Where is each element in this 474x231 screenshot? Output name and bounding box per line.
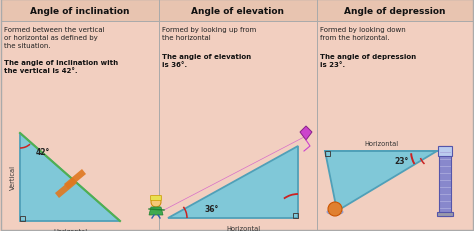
Text: The angle of inclination with
the vertical is 42°.: The angle of inclination with the vertic… [4, 60, 118, 74]
Text: Formed by looking up from
the horizontal: Formed by looking up from the horizontal [162, 27, 256, 41]
Circle shape [328, 202, 342, 216]
Text: 23°: 23° [395, 157, 409, 166]
Bar [317, 0, 473, 22]
Polygon shape [168, 146, 298, 218]
Text: Horizontal: Horizontal [53, 228, 87, 231]
FancyBboxPatch shape [151, 196, 162, 201]
Polygon shape [300, 126, 312, 140]
Text: Horizontal: Horizontal [226, 225, 260, 231]
Text: Vertical: Vertical [10, 165, 16, 190]
Ellipse shape [327, 210, 343, 215]
Bar [20, 216, 25, 221]
Text: Angle of inclination: Angle of inclination [30, 6, 130, 15]
Bar [317, 22, 473, 230]
Bar [159, 0, 317, 22]
Bar [1, 22, 159, 230]
Text: Horizontal: Horizontal [364, 140, 398, 146]
Bar [438, 146, 452, 156]
Text: The angle of depression
is 23°.: The angle of depression is 23°. [320, 54, 416, 68]
Bar [437, 212, 453, 216]
Bar [159, 22, 317, 230]
Text: The angle of elevation
is 36°.: The angle of elevation is 36°. [162, 54, 251, 68]
Text: Angle of elevation: Angle of elevation [191, 6, 284, 15]
Polygon shape [149, 207, 163, 215]
Bar [325, 151, 330, 156]
Text: Formed by looking down
from the horizontal.: Formed by looking down from the horizont… [320, 27, 406, 41]
Polygon shape [55, 178, 77, 198]
Bar [293, 213, 298, 218]
Text: Angle of depression: Angle of depression [344, 6, 446, 15]
Bar [1, 0, 159, 22]
Text: Formed between the vertical
or horizontal as defined by
the situation.: Formed between the vertical or horizonta… [4, 27, 105, 49]
Polygon shape [20, 134, 120, 221]
Circle shape [151, 197, 161, 207]
Text: 42°: 42° [36, 147, 50, 156]
Bar [439, 146, 451, 216]
Polygon shape [64, 169, 86, 189]
Polygon shape [325, 151, 437, 211]
Text: 36°: 36° [205, 205, 219, 214]
